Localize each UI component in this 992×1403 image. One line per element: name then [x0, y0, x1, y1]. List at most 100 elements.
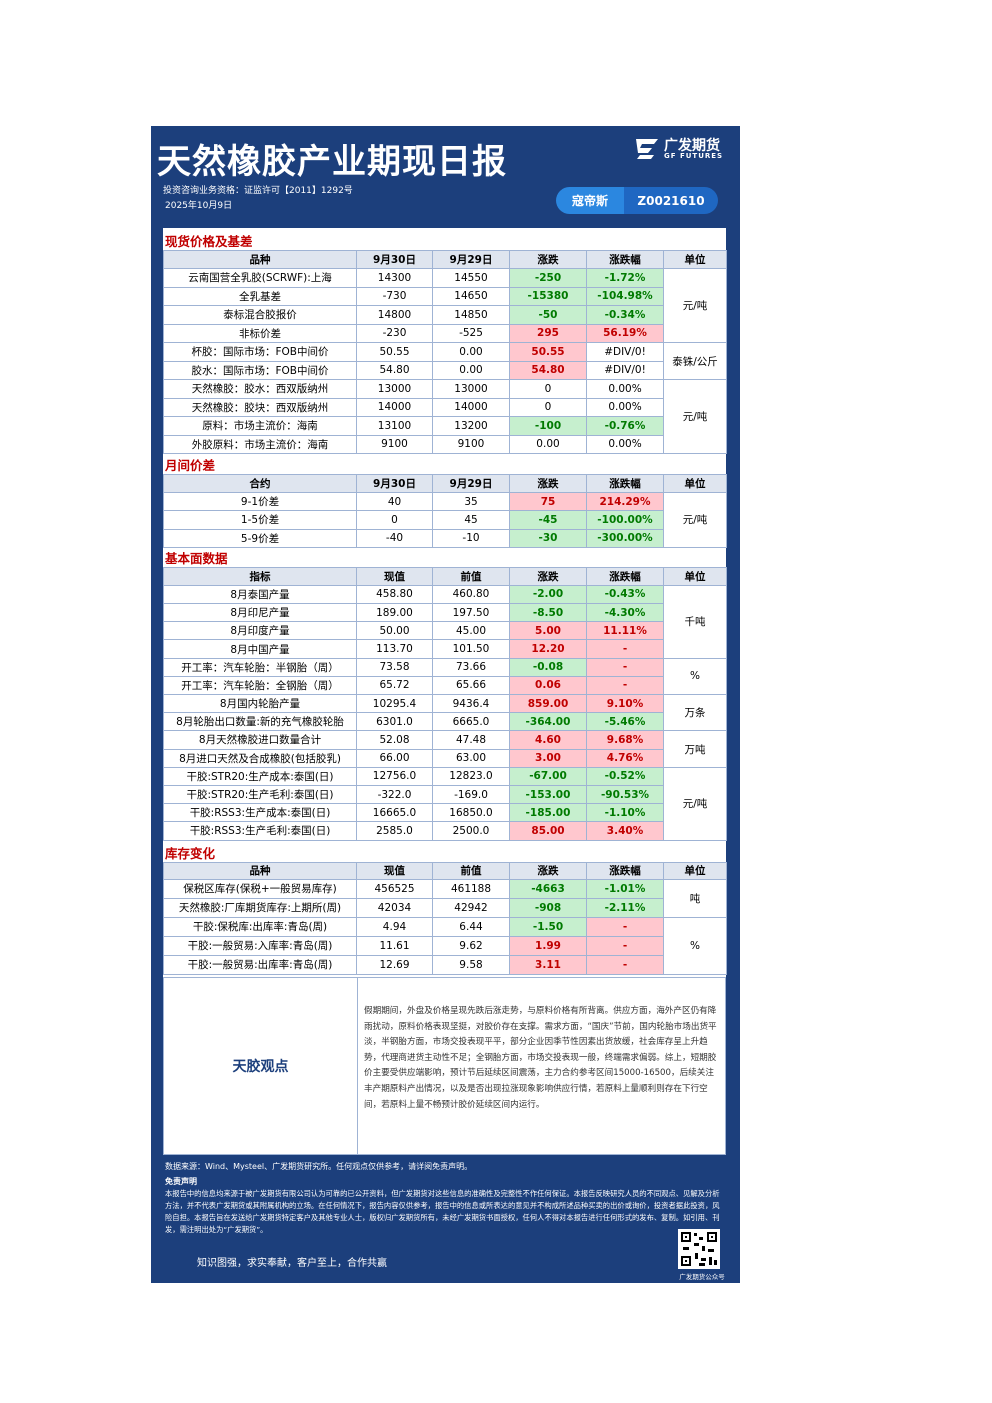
cell: 14000 [356, 397, 433, 417]
unit: 元/吨 [663, 766, 727, 841]
cell: -100 [509, 416, 587, 436]
cell: 295 [509, 323, 587, 343]
cell: 6665.0 [432, 712, 510, 732]
cell: 9100 [356, 434, 433, 454]
footer: 数据来源：Wind、Mysteel、广发期货研究所。任何观点仅供参考，请详阅免责… [151, 1157, 740, 1283]
row-label: 9-1价差 [163, 491, 357, 512]
cell: -525 [432, 323, 510, 343]
cell: 0 [356, 510, 433, 530]
cell: 3.00 [509, 748, 587, 768]
column-header: 前值 [432, 861, 510, 880]
row-label: 杯胶：国际市场：FOB中间价 [163, 342, 357, 362]
cell: -1.50 [509, 916, 587, 937]
cell: 42942 [432, 897, 510, 918]
cell: 12756.0 [356, 766, 433, 786]
cell: -153.00 [509, 784, 587, 805]
section-title: 库存变化 [165, 845, 216, 861]
row-label: 8月印尼产量 [163, 603, 357, 623]
row-label: 外胶原料：市场主流价：海南 [163, 434, 357, 454]
cell: - [586, 639, 664, 659]
cell: 40 [356, 491, 433, 512]
cell: 14300 [356, 268, 433, 288]
data-row: 8月印尼产量 189.00 197.50 -8.50 -4.30% [163, 603, 727, 623]
unit: % [663, 657, 727, 696]
cell: 113.70 [356, 639, 433, 659]
license: 投资咨询业务资格：证监许可【2011】1292号 [163, 186, 353, 196]
cell: -322.0 [356, 784, 433, 805]
cell: 13000 [432, 379, 510, 399]
cell: 0.00 [432, 360, 510, 380]
row-label: 天然橡胶:厂库期货库存:上期所(周) [163, 897, 357, 918]
column-header: 前值 [432, 566, 510, 586]
cell: 75 [509, 491, 587, 512]
cell: -185.00 [509, 803, 587, 823]
data-row: 8月国内轮胎产量 10295.4 9436.4 859.00 9.10% 万条 [163, 694, 727, 732]
analyst: 寇帝斯 [556, 187, 624, 214]
column-header: 涨跌 [509, 861, 587, 880]
cell: 73.66 [432, 657, 510, 677]
column-header: 现值 [356, 861, 433, 880]
unit: 泰铢/公斤 [663, 342, 727, 380]
data-row: 8月中国产量 113.70 101.50 12.20- [163, 639, 727, 659]
cell: 3.11 [509, 954, 587, 975]
data-row: 干胶:一般贸易:出库率:青岛(周) 12.69 9.58 3.11- [163, 954, 727, 975]
section-title: 月间价差 [165, 458, 216, 473]
data-row: 干胶:RSS3:生产毛利:泰国(日) 2585.0 2500.0 85.00 3.40% [163, 821, 727, 841]
cell: 10295.4 [356, 694, 433, 714]
cell: -2.11% [586, 897, 664, 918]
data-row: 保税区库存(保税+一般贸易库存) 456525 461188 -4663 -1.01% 吨 [163, 878, 727, 918]
cell: 65.66 [432, 675, 510, 696]
cell: -908 [509, 897, 587, 918]
cell: -0.43% [586, 584, 664, 605]
cell: 859.00 [509, 694, 587, 714]
data-row: 原料：市场主流价：海南 13100 13200 -100 -0.76% [163, 416, 727, 436]
cell: 14000 [432, 397, 510, 417]
cell: 2585.0 [356, 821, 433, 841]
row-label: 天然橡胶：胶水：西双版纳州 [163, 379, 357, 399]
cell: -90.53% [586, 784, 664, 805]
cell: 0.00 [509, 434, 587, 454]
cell: -300.00% [586, 528, 664, 548]
cell: 13100 [356, 416, 433, 436]
data-row: 泰标混合胶报价 14800 14850 -50 -0.34% [163, 305, 727, 325]
unit: 吨 [663, 878, 727, 918]
data-row: 9-1价差 40 35 75 214.29% 元/吨 [163, 491, 727, 548]
column-header: 单位 [663, 474, 727, 493]
cell: 0 [509, 379, 587, 399]
cell: 1.99 [509, 935, 587, 956]
cell: - [586, 954, 664, 975]
cell: 47.48 [432, 730, 510, 750]
cell: 0.00% [586, 379, 664, 399]
cell: 0.00 [432, 342, 510, 362]
cell: 63.00 [432, 748, 510, 768]
cell: - [586, 657, 664, 677]
column-header: 9月29日 [432, 474, 510, 493]
cell: -4.30% [586, 603, 664, 623]
data-row: 1-5价差 0 45 -45 -100.00% [163, 510, 727, 530]
column-header: 品种 [163, 250, 357, 269]
data-row: 5-9价差 -40 -10 -30 -300.00% [163, 528, 727, 548]
row-label: 原料：市场主流价：海南 [163, 416, 357, 436]
column-header: 9月29日 [432, 250, 510, 269]
cell: 458.80 [356, 584, 433, 605]
column-header: 涨跌 [509, 474, 587, 493]
cell: 12.69 [356, 954, 433, 975]
cell: -0.34% [586, 305, 664, 325]
cell: -250 [509, 268, 587, 288]
qr-caption: 广发期货公众号 [679, 1273, 725, 1281]
data-row: 干胶:保税库:出库率:青岛(周) 4.94 6.44 -1.50-% [163, 916, 727, 975]
cell: 9100 [432, 434, 510, 454]
column-header: 单位 [663, 861, 727, 880]
cell: -15380 [509, 286, 587, 306]
row-label: 保税区库存(保税+一般贸易库存) [163, 878, 357, 899]
header: 天然橡胶产业期现日报 投资咨询业务资格：证监许可【2011】1292号 2025… [151, 126, 740, 228]
report-title: 天然橡胶产业期现日报 [157, 142, 507, 182]
viewpoint-text: 假期期间，外盘及价格呈现先跌后涨走势，与原料价格有所背离。供应方面，海外产区仍有… [364, 1006, 717, 1110]
cell: 45 [432, 510, 510, 530]
data-row: 天然橡胶：胶水：西双版纳州 13000 13000 0 0.00% 元/吨 [163, 379, 727, 454]
cell: 65.72 [356, 675, 433, 696]
row-label: 8月进口天然及合成橡胶(包括胶乳) [163, 748, 357, 768]
viewpoint: 天胶观点 假期期间，外盘及价格呈现先跌后涨走势，与原料价格有所背离。供应方面，海… [163, 977, 726, 1155]
data-table: 指标 现值 前值 涨跌 涨跌幅 单位 8月泰国产量 458.80 460.80 -2.00 -0.4… [163, 566, 727, 841]
